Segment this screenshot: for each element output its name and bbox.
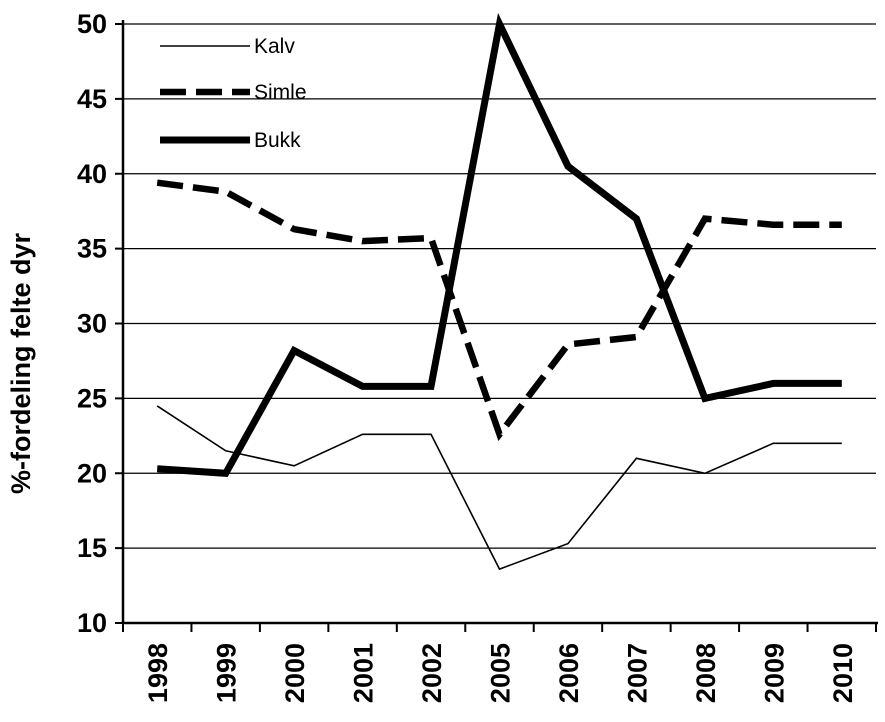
x-tick-label: 2006 <box>554 643 584 703</box>
y-tick-labels: 10 15 20 25 30 35 40 45 50 <box>77 9 107 638</box>
x-tick-label: 1999 <box>212 643 242 703</box>
y-tick-label: 50 <box>77 9 107 39</box>
x-tick-label: 2001 <box>349 643 379 703</box>
x-tick-label: 2009 <box>759 643 789 703</box>
legend-label-kalv: Kalv <box>254 35 295 58</box>
y-tick-label: 30 <box>77 309 107 339</box>
y-tick-label: 10 <box>77 608 107 638</box>
x-tick-label: 1998 <box>143 643 173 703</box>
axes <box>115 20 878 632</box>
y-axis-title: %-fordeling felte dyr <box>6 233 36 495</box>
y-tick-label: 35 <box>77 234 107 264</box>
legend-label-bukk: Bukk <box>254 129 301 152</box>
y-tick-label: 25 <box>77 383 107 413</box>
legend-label-simle: Simle <box>254 81 307 104</box>
x-tick-label: 2010 <box>828 643 858 703</box>
series-lines <box>156 12 842 571</box>
x-tick-label: 2008 <box>691 643 721 703</box>
gridlines <box>123 23 876 549</box>
legend: Kalv Simle Bukk <box>160 35 307 152</box>
series-line-kalv <box>156 405 842 571</box>
y-tick-label: 15 <box>77 533 107 563</box>
x-tick-label: 2005 <box>486 643 516 703</box>
x-tick-label: 2007 <box>622 643 652 703</box>
x-tick-label: 2000 <box>280 643 310 703</box>
y-tick-label: 40 <box>77 159 107 189</box>
x-tick-label: 2002 <box>417 643 447 703</box>
y-tick-label: 45 <box>77 84 107 114</box>
series-line-bukk <box>156 12 842 477</box>
series-line-simle <box>156 179 842 442</box>
y-tick-label: 20 <box>77 458 107 488</box>
x-tick-labels: 1998 1999 2000 2001 2002 2005 2006 2007 2008 2009… <box>143 643 858 703</box>
